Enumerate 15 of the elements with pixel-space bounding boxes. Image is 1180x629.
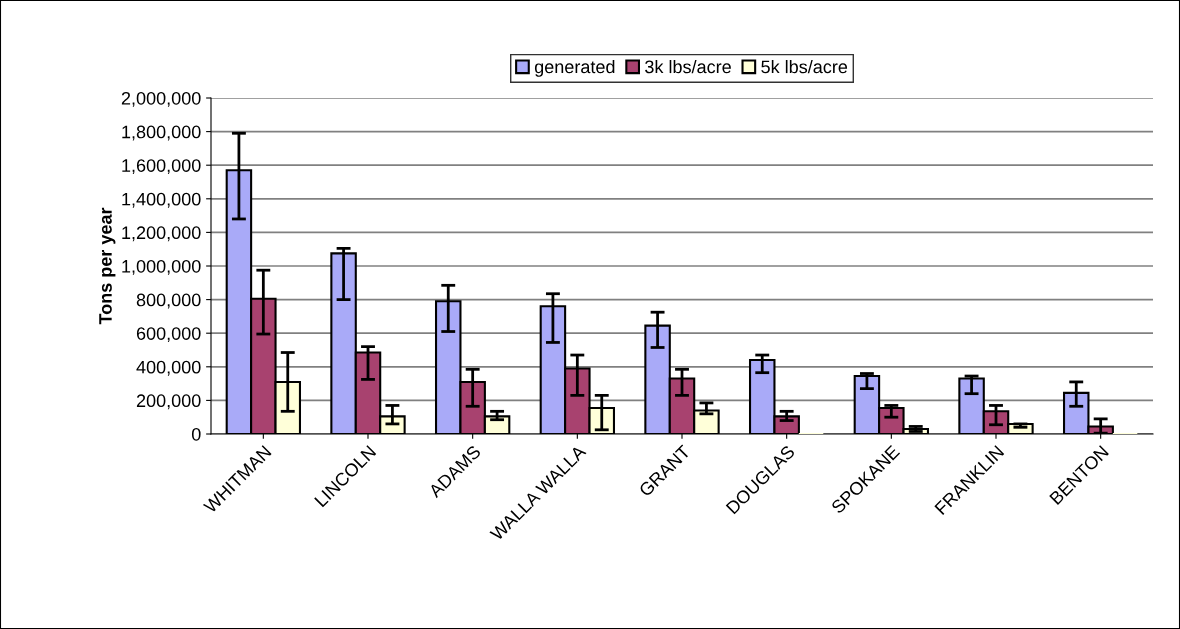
y-tick-label: 200,000 [136, 394, 201, 410]
y-tick-label: 600,000 [136, 327, 201, 343]
y-tick-label: 1,400,000 [122, 192, 201, 208]
y-tick-label: 400,000 [136, 360, 201, 376]
y-axis-title: Tons per year [99, 207, 116, 325]
legend-label: 3k lbs/acre [645, 60, 731, 74]
y-tick-label: 1,200,000 [122, 226, 201, 242]
legend-label: generated [534, 60, 615, 77]
y-tick-label: 1,000,000 [122, 259, 201, 275]
y-tick-label: 2,000,000 [121, 91, 201, 107]
legend-label: 5k lbs/acre [761, 60, 848, 74]
y-tick-label: 1,800,000 [122, 125, 201, 141]
y-tick-label: 1,600,000 [122, 159, 201, 175]
y-tick-label: 0 [191, 427, 201, 441]
y-tick-label: 800,000 [136, 293, 201, 309]
